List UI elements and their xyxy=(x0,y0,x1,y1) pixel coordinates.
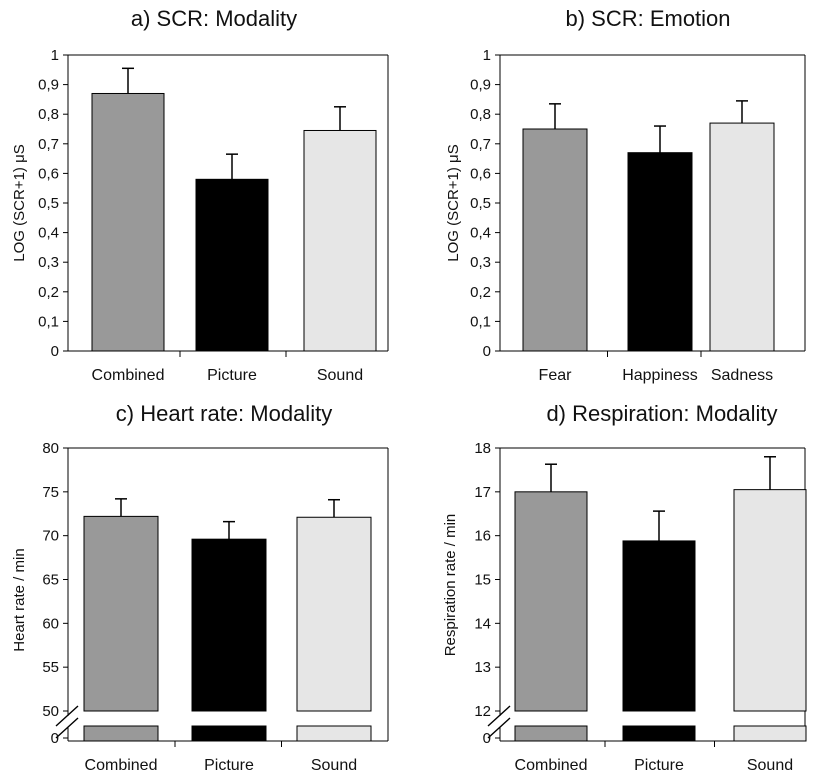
bar xyxy=(296,516,372,712)
y-tick-label: 0,9 xyxy=(470,77,491,94)
x-tick-label: Sadness xyxy=(711,367,773,384)
y-tick-label: 70 xyxy=(42,528,59,545)
axis-break-mark xyxy=(487,717,511,739)
y-tick-label: 0,5 xyxy=(38,195,59,212)
chart-panel: d) Respiration: Modality Respiration rate… xyxy=(442,401,807,774)
y-tick-label: 13 xyxy=(474,659,491,676)
bar-stub xyxy=(296,725,372,742)
x-tick-label: Combined xyxy=(515,757,588,774)
bar xyxy=(191,538,267,712)
bar-stub xyxy=(733,725,807,742)
y-tick-label: 0,3 xyxy=(470,254,491,271)
x-tick-label: Picture xyxy=(207,367,257,384)
y-axis-label: LOG (SCR+1) μS xyxy=(445,144,462,261)
y-tick-label: 15 xyxy=(474,572,491,589)
bar-stub xyxy=(191,725,267,742)
chart-panel: a) SCR: Modality LOG (SCR+1) μS 0 0,1 0,2 0,3… xyxy=(11,6,389,384)
chart-panel: b) SCR: Emotion LOG (SCR+1) μS 0 0,1 0,2 0,3 0… xyxy=(445,6,806,384)
y-tick-label: 16 xyxy=(474,528,491,545)
bar-stub xyxy=(83,725,159,742)
bar xyxy=(522,128,588,352)
y-tick-label: 0,9 xyxy=(38,77,59,94)
chart-title: c) Heart rate: Modality xyxy=(116,401,332,426)
y-axis-label: Respiration rate / min xyxy=(442,514,459,657)
y-tick-label: 18 xyxy=(474,440,491,457)
bar xyxy=(627,152,693,352)
y-tick-label: 0,6 xyxy=(470,165,491,182)
y-tick-label: 0,5 xyxy=(470,195,491,212)
x-tick-label: Fear xyxy=(539,367,573,384)
x-tick-label: Combined xyxy=(85,757,158,774)
bar xyxy=(83,515,159,712)
axis-break-mark xyxy=(55,717,79,739)
x-tick-label: Picture xyxy=(204,757,254,774)
x-tick-label: Happiness xyxy=(622,367,698,384)
bar xyxy=(91,92,165,352)
y-tick-label: 0,2 xyxy=(38,284,59,301)
bar xyxy=(733,489,807,712)
y-tick-label: 0 xyxy=(483,343,491,360)
bar xyxy=(303,129,377,352)
y-tick-label: 14 xyxy=(474,615,491,632)
y-tick-label: 55 xyxy=(42,659,59,676)
x-tick-label: Sound xyxy=(317,367,363,384)
y-tick-label: 0,4 xyxy=(38,225,59,242)
bar xyxy=(195,178,269,352)
y-tick-label: 1 xyxy=(483,47,491,64)
y-tick-label: 12 xyxy=(474,703,491,720)
y-tick-label: 17 xyxy=(474,484,491,501)
y-tick-label: 65 xyxy=(42,572,59,589)
y-tick-label: 80 xyxy=(42,440,59,457)
y-tick-label: 0,4 xyxy=(470,225,491,242)
x-tick-label: Picture xyxy=(634,757,684,774)
y-axis-label: LOG (SCR+1) μS xyxy=(11,144,28,261)
y-tick-label: 0 xyxy=(51,730,59,747)
y-tick-label: 0 xyxy=(483,730,491,747)
chart-title: b) SCR: Emotion xyxy=(565,6,730,31)
y-tick-label: 0 xyxy=(51,343,59,360)
axis-break-mark xyxy=(487,705,511,727)
axis-break-mark xyxy=(55,705,79,727)
y-tick-label: 0,2 xyxy=(470,284,491,301)
y-tick-label: 75 xyxy=(42,484,59,501)
y-tick-label: 0,1 xyxy=(470,313,491,330)
y-tick-label: 0,1 xyxy=(38,313,59,330)
y-tick-label: 0,8 xyxy=(470,106,491,123)
bar xyxy=(622,540,696,712)
y-tick-label: 0,7 xyxy=(470,136,491,153)
y-tick-label: 50 xyxy=(42,703,59,720)
chart-panel: c) Heart rate: Modality Heart rate / min 0… xyxy=(11,401,389,774)
y-tick-label: 0,8 xyxy=(38,106,59,123)
y-tick-label: 1 xyxy=(51,47,59,64)
y-tick-label: 0,6 xyxy=(38,165,59,182)
chart-title: d) Respiration: Modality xyxy=(546,401,777,426)
x-tick-label: Combined xyxy=(92,367,165,384)
y-tick-label: 0,7 xyxy=(38,136,59,153)
y-tick-label: 0,3 xyxy=(38,254,59,271)
bar-stub xyxy=(622,725,696,742)
x-tick-label: Sound xyxy=(747,757,793,774)
bar-stub xyxy=(514,725,588,742)
y-tick-label: 60 xyxy=(42,615,59,632)
bar xyxy=(709,122,775,352)
x-tick-label: Sound xyxy=(311,757,357,774)
y-axis-label: Heart rate / min xyxy=(11,548,28,651)
chart-title: a) SCR: Modality xyxy=(131,6,297,31)
bar xyxy=(514,491,588,712)
